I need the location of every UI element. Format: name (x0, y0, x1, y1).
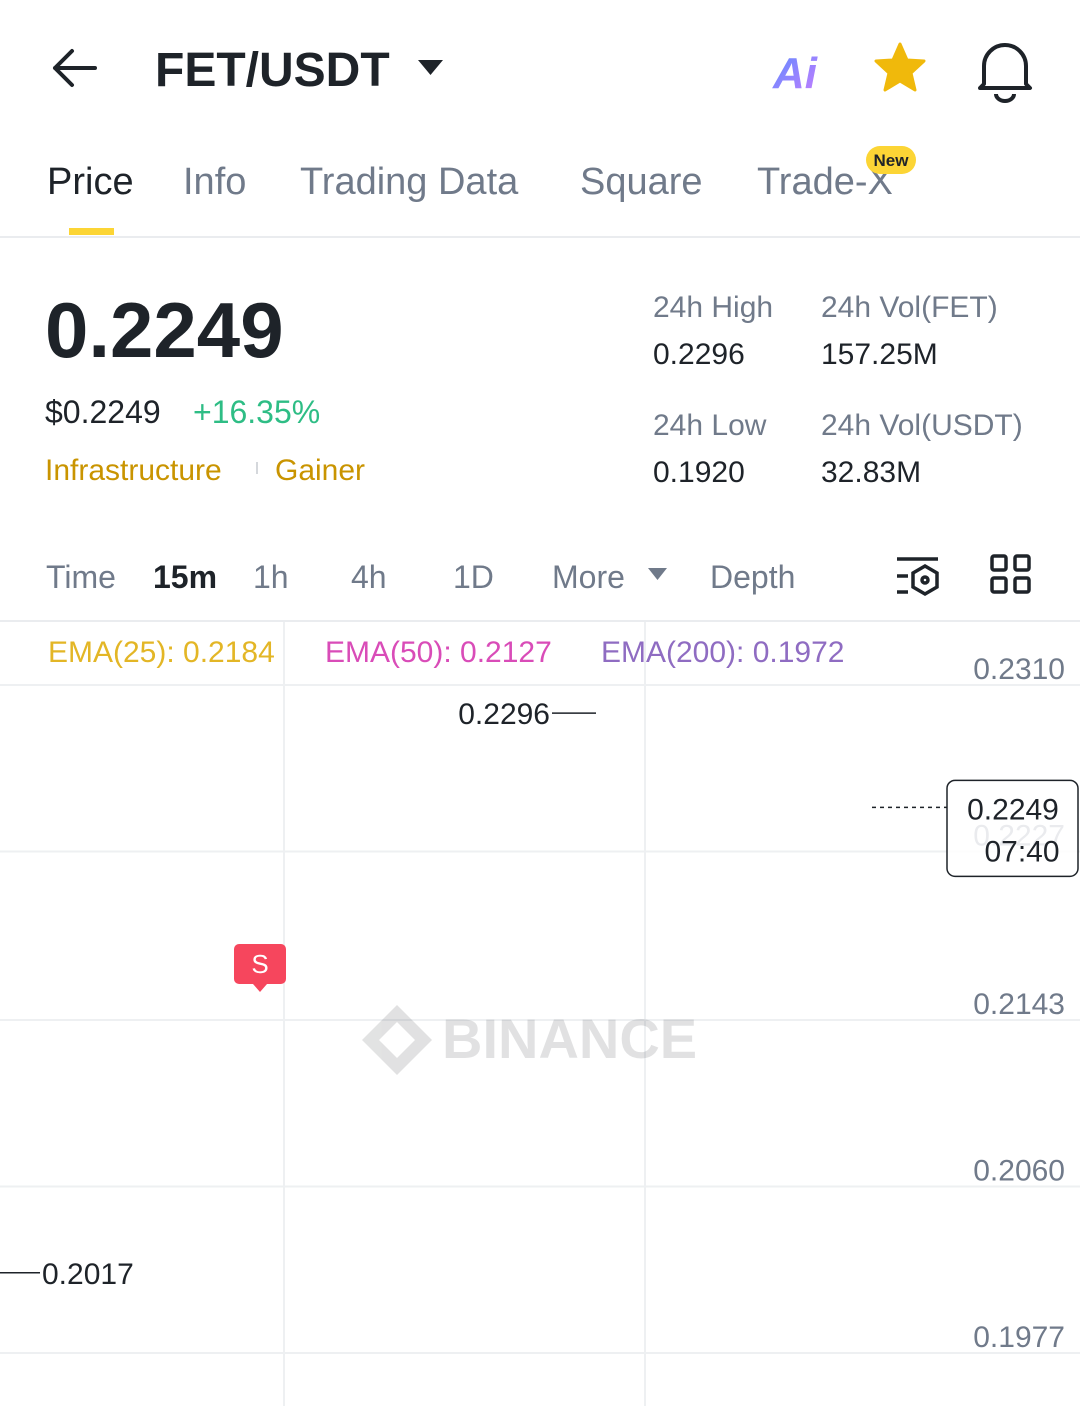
y-tick-label: 0.2060 (973, 1155, 1065, 1188)
legend-entry: EMA(50): 0.2127 (325, 636, 552, 669)
watermark-text: BINANCE (442, 1007, 697, 1070)
y-tick-label: 0.2143 (973, 988, 1065, 1021)
timeframe[interactable]: 1D (453, 559, 494, 595)
stat-label: 24h Vol(USDT) (821, 409, 1023, 442)
tab[interactable]: Square (580, 161, 703, 203)
signal-label: S (251, 949, 268, 979)
tab[interactable]: Trading Data (300, 161, 519, 203)
new-badge-text: New (874, 151, 910, 170)
tab[interactable]: Price (47, 161, 134, 203)
last-price: 0.2249 (45, 286, 284, 374)
price-change: +16.35% (193, 394, 320, 430)
signal-marker (234, 944, 286, 993)
tag[interactable]: Infrastructure (45, 454, 222, 487)
y-tick-label: 0.2310 (973, 653, 1065, 686)
new-badge (866, 146, 916, 174)
legend-entry: EMA(200): 0.1972 (601, 636, 844, 669)
high-marker-label: 0.2296 (458, 698, 550, 731)
tab-underline (69, 228, 114, 235)
timeframe[interactable]: 4h (351, 559, 387, 595)
watermark: BINANCE (362, 1005, 697, 1075)
tag-separator (256, 462, 258, 474)
timeframe[interactable]: Depth (710, 559, 795, 595)
layout-button[interactable] (990, 554, 1031, 594)
low-marker-label: 0.2017 (42, 1258, 134, 1291)
divider (0, 236, 1080, 238)
indicator-settings[interactable] (897, 557, 939, 597)
legend-entry: EMA(25): 0.2184 (48, 636, 275, 669)
timeframe[interactable]: Time (46, 559, 116, 595)
favorite-star[interactable] (874, 42, 926, 92)
last-price-label: 0.2249 (967, 793, 1059, 826)
stat-label: 24h Low (653, 409, 767, 442)
grid (0, 622, 1080, 1406)
more-dropdown[interactable] (648, 568, 667, 580)
stat-label: 24h Vol(FET) (821, 291, 998, 324)
tab[interactable]: Info (183, 161, 246, 203)
timeframe[interactable]: 15m (153, 559, 217, 595)
y-tick-label: 0.1977 (973, 1321, 1065, 1354)
stat-value: 0.2296 (653, 338, 745, 371)
tag[interactable]: Gainer (275, 454, 365, 487)
stat-label: 24h High (653, 291, 773, 324)
timeframe[interactable]: 1h (253, 559, 289, 595)
divider (0, 620, 1080, 622)
countdown-label: 07:40 (984, 835, 1059, 868)
last-price-box (946, 779, 1079, 878)
ai-button[interactable]: Ai (772, 49, 818, 98)
stat-value: 32.83M (821, 456, 921, 489)
pair-title[interactable]: FET/USDT (155, 44, 390, 97)
stat-value: 157.25M (821, 338, 938, 371)
timeframe[interactable]: More (552, 559, 625, 595)
pair-dropdown[interactable] (418, 60, 443, 75)
alert-bell[interactable] (978, 43, 1032, 103)
back-button[interactable] (53, 49, 97, 87)
usd-price: $0.2249 (45, 394, 161, 430)
stat-value: 0.1920 (653, 456, 745, 489)
